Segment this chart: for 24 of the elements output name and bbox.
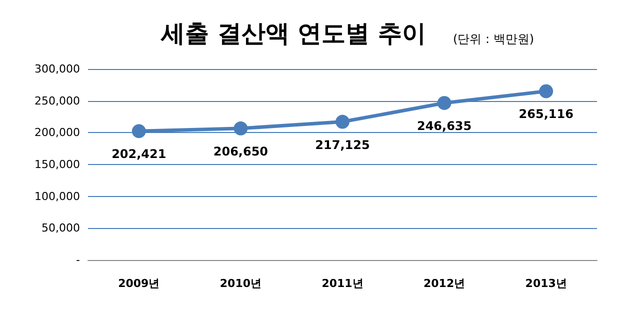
y-tick-label: 150,000 [34,158,80,171]
data-label: 246,635 [416,118,472,133]
data-label: 206,650 [213,144,268,158]
point [539,84,554,98]
point [234,121,248,136]
data-label: 265,116 [518,107,574,122]
data-label: 217,125 [315,138,370,152]
x-tick-label: 2012년 [423,277,466,290]
y-tick-label: 250,000 [34,94,80,108]
point [437,96,452,110]
y-tick-label: 50,000 [42,222,80,235]
point [132,124,146,138]
y-tick-label: - [76,254,80,266]
chart-subtitle: (단위 : 백만원) [453,32,534,46]
x-tick-label: 2013년 [525,277,567,290]
y-tick-label: 300,000 [34,62,80,76]
y-tick-label: 100,000 [34,190,80,203]
x-tick-label: 2011년 [322,277,364,290]
chart-title: 세출 결산액 연도별 추이 [160,18,426,48]
y-tick-label: 200,000 [34,126,80,140]
x-tick-label: 2010년 [220,277,262,290]
data-label: 202,421 [112,147,166,162]
point [336,114,350,129]
x-tick-label: 2009년 [118,277,160,290]
